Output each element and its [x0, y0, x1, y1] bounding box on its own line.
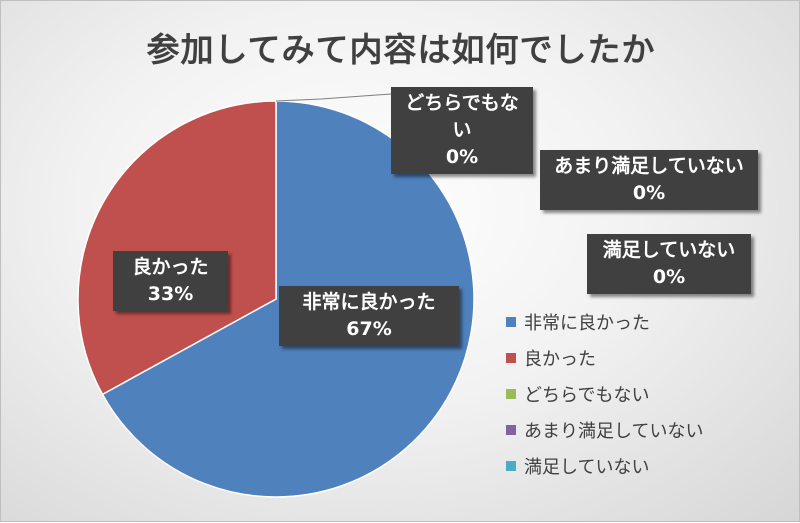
- data-label-category: 良かった: [132, 256, 209, 278]
- data-label-category: 非常に良かった: [302, 291, 436, 313]
- legend-swatch: [506, 317, 516, 327]
- pie-slice-良かった: [77, 100, 277, 396]
- legend-label: どちらでもない: [524, 385, 650, 406]
- chart-title: 参加してみて内容は如何でしたか: [146, 30, 656, 69]
- leader-line: [275, 93, 392, 102]
- legend: 非常に良かった 良かった どちらでもない あまり満足していない 満足していない: [506, 306, 731, 486]
- legend-item: 非常に良かった: [506, 306, 731, 342]
- legend-label: 非常に良かった: [524, 313, 650, 334]
- data-label-非常に良かった: 非常に良かった 67%: [279, 286, 459, 346]
- data-label-満足していない: 満足していない 0%: [587, 234, 751, 294]
- data-label-category: どちらでもない: [405, 92, 519, 141]
- legend-swatch: [506, 425, 516, 435]
- legend-item: 良かった: [506, 342, 731, 378]
- data-label-value: 0%: [652, 266, 686, 288]
- legend-swatch: [506, 461, 516, 471]
- data-label-category: あまり満足していない: [554, 155, 744, 177]
- data-label-value: 0%: [632, 182, 666, 204]
- legend-item: どちらでもない: [506, 378, 731, 414]
- data-label-value: 67%: [346, 318, 392, 340]
- legend-label: 満足していない: [524, 457, 650, 478]
- legend-label: 良かった: [524, 349, 596, 370]
- legend-item: あまり満足していない: [506, 414, 731, 450]
- data-label-category: 満足していない: [602, 239, 736, 261]
- legend-swatch: [506, 353, 516, 363]
- data-label-どちらでもない: どちらでもない 0%: [391, 87, 533, 174]
- legend-label: あまり満足していない: [524, 421, 704, 442]
- data-label-value: 0%: [445, 146, 479, 168]
- data-label-良かった: 良かった 33%: [113, 251, 228, 311]
- legend-swatch: [506, 389, 516, 399]
- legend-item: 満足していない: [506, 450, 731, 486]
- data-label-value: 33%: [147, 283, 194, 305]
- data-label-あまり満足していない: あまり満足していない 0%: [540, 150, 758, 210]
